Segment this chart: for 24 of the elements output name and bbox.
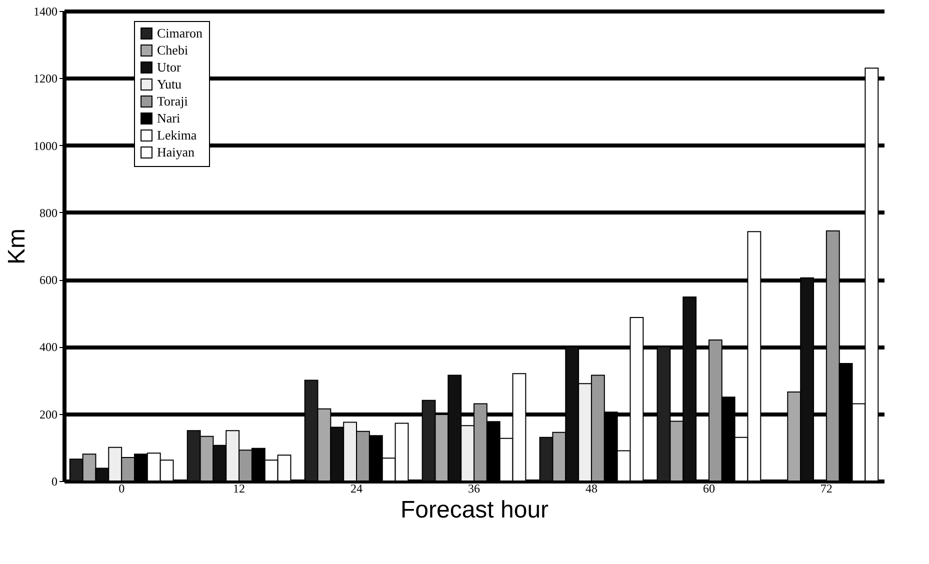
x-tick-label: 48 <box>585 482 598 496</box>
y-axis-title: Km <box>4 228 30 264</box>
y-tick-label: 800 <box>40 206 58 220</box>
y-tick-label: 200 <box>40 407 58 422</box>
x-tick-label: 60 <box>702 482 715 496</box>
x-tick-label: 72 <box>820 482 832 496</box>
legend-label: Toraji <box>157 94 188 108</box>
x-tick-label: 12 <box>233 482 246 496</box>
y-tick-label: 1000 <box>34 138 58 153</box>
x-tick-label: 24 <box>350 482 363 496</box>
legend-label: Yutu <box>157 76 182 92</box>
x-tick-label: 0 <box>118 482 125 496</box>
legend-label: Nari <box>157 110 180 126</box>
y-tick-label: 1400 <box>34 4 58 18</box>
legend-label: Haiyan <box>157 144 196 160</box>
x-tick-label: 36 <box>468 482 480 496</box>
legend-label: Utor <box>157 60 182 74</box>
legend-label: Lekima <box>157 128 197 142</box>
y-tick-label: 400 <box>40 340 58 354</box>
x-axis-title: Forecast hour <box>400 496 549 524</box>
legend-label: Chebi <box>157 42 188 58</box>
y-tick-label: 600 <box>40 273 58 288</box>
legend-label: Cimaron <box>157 26 203 40</box>
y-tick-label: 1200 <box>34 72 58 86</box>
